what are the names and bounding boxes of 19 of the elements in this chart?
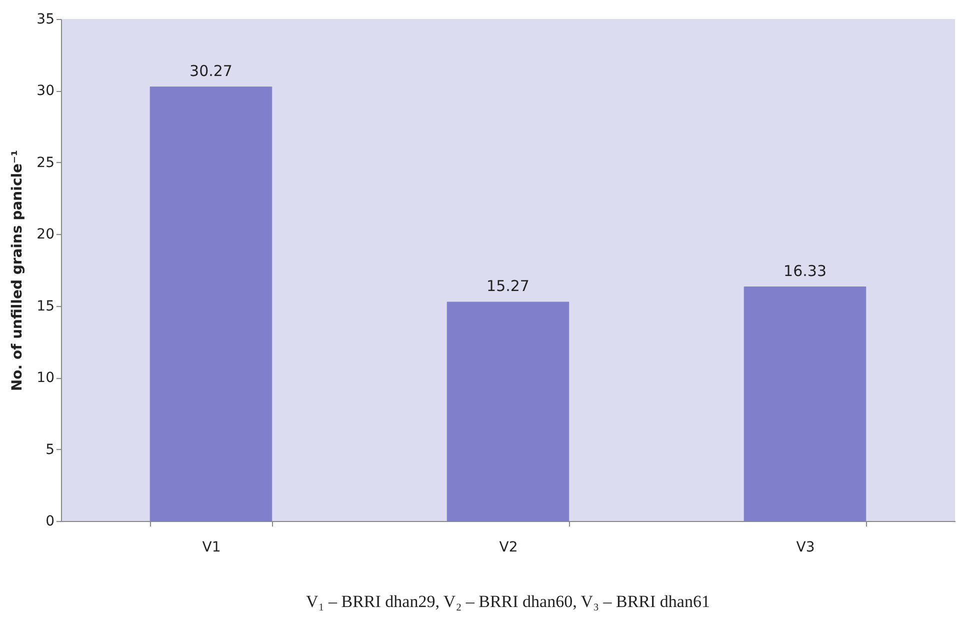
bar <box>744 286 866 522</box>
x-tick-label: V2 <box>499 540 518 556</box>
x-tick-label: V1 <box>202 540 221 556</box>
bar <box>150 86 272 522</box>
x-tick-label: V3 <box>796 540 815 556</box>
bar <box>446 302 570 522</box>
y-tick-label: 20 <box>36 226 54 243</box>
y-tick-label: 35 <box>36 12 54 28</box>
y-tick-label: 0 <box>46 514 54 530</box>
y-tick-label: 25 <box>36 154 54 171</box>
data-label: 15.27 <box>486 276 530 295</box>
y-tick-label: 30 <box>36 83 54 100</box>
y-tick-label: 5 <box>46 442 54 458</box>
y-tick-label: 15 <box>36 298 54 314</box>
y-tick-label: 10 <box>36 370 54 386</box>
data-label: 16.33 <box>784 262 826 280</box>
data-label: 30.27 <box>190 62 232 80</box>
text: V₁ – BRRI dhan29, V₂ – BRRI dhan60, V₃ – BRRI dhan61 <box>306 592 710 611</box>
y-axis-title: No. of unfilled grains panicle⁻¹ <box>10 150 26 392</box>
